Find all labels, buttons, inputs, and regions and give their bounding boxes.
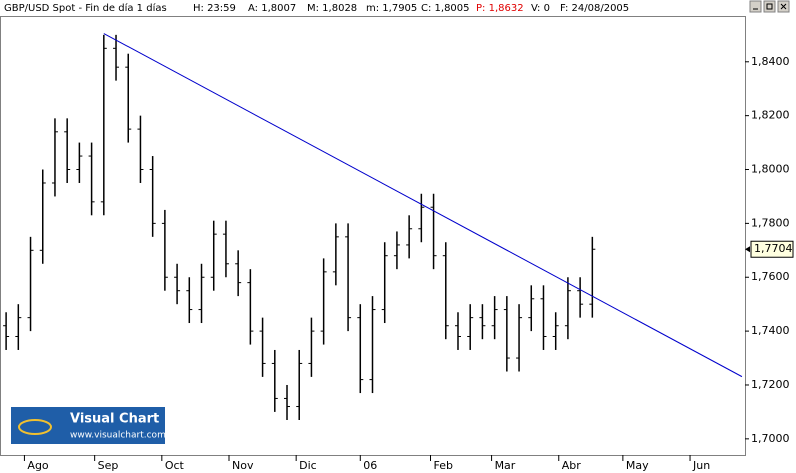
- icon: [766, 3, 773, 10]
- x-tick-label: Nov: [232, 459, 254, 472]
- x-tick-label: Ago: [27, 459, 49, 472]
- logo: Visual Chart www.visualchart.com: [11, 407, 166, 444]
- header-close: C: 1,8005: [421, 3, 470, 14]
- header-symbol: GBP/USD Spot - Fin de día 1 días: [4, 2, 167, 14]
- x-tick-label: Sep: [98, 459, 119, 472]
- last-price-arrow: [745, 246, 750, 253]
- header: GBP/USD Spot - Fin de día 1 días H: 23:5…: [4, 2, 629, 14]
- header-date: F: 24/08/2005: [560, 3, 629, 14]
- trend-line: [103, 33, 743, 378]
- y-tick-label: 1,7400: [751, 324, 790, 337]
- header-volume: V: 0: [531, 3, 550, 14]
- last-price-label: 1,7704: [754, 242, 793, 255]
- header-min: m: 1,7905: [366, 3, 417, 14]
- logo-url: www.visualchart.com: [70, 431, 166, 441]
- logo-title: Visual Chart: [70, 412, 159, 427]
- x-tick-label: Dic: [299, 459, 317, 472]
- y-tick-label: 1,8400: [751, 55, 790, 68]
- y-tick-label: 1,8000: [751, 163, 790, 176]
- x-tick-label: May: [626, 459, 649, 472]
- x-tick-label: 06: [363, 459, 377, 472]
- y-tick-label: 1,7000: [751, 432, 790, 445]
- maximize-button[interactable]: [763, 0, 776, 13]
- y-tick-label: 1,7600: [751, 270, 790, 283]
- header-hour: H: 23:59: [193, 3, 236, 14]
- logo-box: [11, 407, 165, 444]
- x-tick-label: Mar: [495, 459, 516, 472]
- x-tick-label: Jun: [692, 459, 710, 472]
- logo-icon: [18, 419, 52, 435]
- header-max: M: 1,8028: [307, 3, 357, 14]
- window-buttons: [749, 0, 790, 13]
- x-tick-label: Feb: [434, 459, 453, 472]
- y-tick-label: 1,7200: [751, 378, 790, 391]
- y-tick-label: 1,8200: [751, 109, 790, 122]
- icon: [780, 3, 787, 10]
- x-tick-label: Oct: [165, 459, 185, 472]
- header-open: A: 1,8007: [248, 3, 296, 14]
- minimize-button[interactable]: [749, 0, 762, 13]
- x-tick-label: Abr: [562, 459, 582, 472]
- y-tick-label: 1,7800: [751, 216, 790, 229]
- last-price-box: [750, 240, 794, 258]
- header-prev: P: 1,8632: [476, 3, 524, 14]
- plot-frame: [0, 16, 746, 456]
